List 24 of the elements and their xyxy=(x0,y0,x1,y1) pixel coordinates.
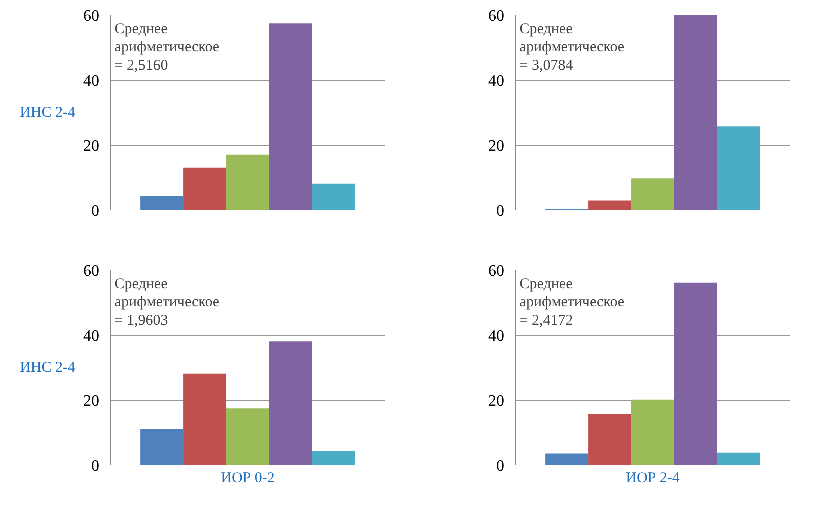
y-axis-title: ИНС 2-4 xyxy=(20,360,76,376)
annotation: Среднее арифметическое = 2,5160 xyxy=(114,21,220,74)
y-tick-label: 40 xyxy=(84,73,100,90)
y-tick-label: 40 xyxy=(84,328,100,345)
y-tick-label: 20 xyxy=(488,138,504,155)
y-tick-label: 40 xyxy=(488,328,504,345)
y-tick-label: 20 xyxy=(488,393,504,410)
y-tick-label: 0 xyxy=(92,458,100,475)
x-axis-title: ИОР 0-2 xyxy=(221,470,275,486)
y-tick-label: 60 xyxy=(488,263,504,280)
y-tick-label: 60 xyxy=(84,8,100,25)
annotation: Среднее арифметическое = 1,9603 xyxy=(114,276,220,330)
y-tick-label: 60 xyxy=(84,263,100,280)
annotation: Среднее арифметическое = 3,0784 xyxy=(520,21,625,74)
y-tick-label: 60 xyxy=(488,8,504,25)
y-tick-label: 40 xyxy=(488,73,504,90)
y-tick-label: 0 xyxy=(496,203,504,220)
y-tick-label: 0 xyxy=(92,203,100,220)
y-tick-label: 20 xyxy=(84,138,100,155)
annotation: Среднее арифметическое = 2,4172 xyxy=(520,276,625,330)
y-tick-label: 0 xyxy=(496,458,504,475)
y-tick-label: 20 xyxy=(84,393,100,410)
y-axis-title: ИНС 2-4 xyxy=(20,105,76,121)
x-axis-title: ИОР 2-4 xyxy=(626,470,680,486)
